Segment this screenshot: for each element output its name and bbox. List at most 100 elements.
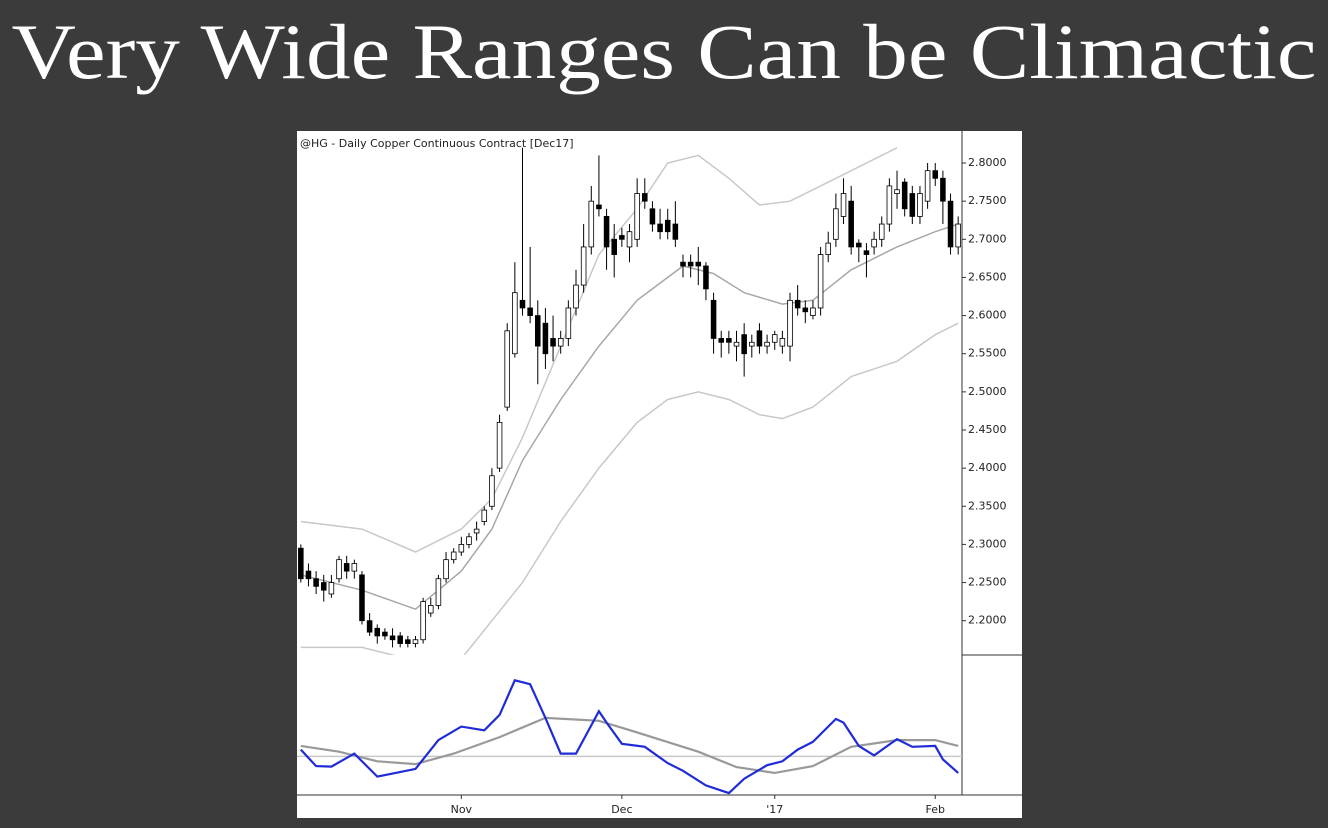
candle-body (932, 170, 939, 179)
candle-body (894, 189, 900, 194)
candle-body (619, 235, 625, 240)
candle-body (305, 570, 312, 580)
candle-body (741, 334, 747, 355)
candle-body (642, 193, 648, 202)
candle-body (519, 299, 526, 309)
candle-body (833, 208, 839, 240)
candle-body (611, 238, 617, 255)
candle-body (435, 578, 442, 606)
slide-title: Very Wide Ranges Can be Climactic (12, 8, 1317, 95)
chart-subtitle: @HG - Daily Copper Continuous Contract [… (300, 137, 574, 150)
y-tick-label: 2.7500 (968, 194, 1007, 207)
candle-body (955, 223, 961, 248)
candle-body (359, 574, 365, 622)
candle-body (802, 307, 809, 313)
y-tick-label: 2.6000 (968, 309, 1007, 322)
candle-body (680, 261, 686, 267)
candle-body (917, 193, 923, 217)
x-tick-label: '17 (766, 803, 783, 816)
y-tick-label: 2.5000 (968, 385, 1007, 398)
candle-body (756, 330, 763, 347)
candle-body (664, 219, 671, 233)
candle-body (504, 330, 510, 408)
candle-body (450, 551, 457, 561)
candle-body (443, 559, 449, 580)
chart-background (297, 131, 1022, 818)
candle-body (489, 475, 495, 507)
candle-body (634, 193, 640, 240)
candle-body (703, 265, 709, 290)
candle-body (389, 635, 396, 641)
candle-body (366, 620, 373, 633)
y-tick-label: 2.2000 (968, 614, 1007, 627)
candle-body (343, 563, 350, 572)
candle-body (909, 193, 916, 217)
candle-body (550, 338, 556, 347)
candle-body (458, 544, 465, 553)
candle-body (481, 509, 488, 522)
candle-body (749, 341, 755, 347)
candle-body (351, 563, 358, 572)
candle-body (794, 299, 801, 309)
y-tick-label: 2.4000 (968, 461, 1007, 474)
candle-body (817, 254, 824, 309)
candle-body (496, 421, 503, 469)
candle-body (764, 341, 770, 347)
candle-body (840, 193, 847, 217)
candle-body (710, 299, 717, 339)
candle-body (596, 204, 602, 210)
candle-body (466, 536, 472, 545)
y-tick-label: 2.6500 (968, 270, 1007, 283)
candle-body (527, 307, 533, 316)
candle-body (787, 299, 793, 347)
indicator-pane (297, 679, 962, 795)
candle-body (947, 200, 954, 248)
candle-body (328, 582, 335, 595)
candle-body (672, 223, 679, 240)
candle-body (542, 322, 549, 355)
candle-body (580, 246, 587, 286)
candle-body (512, 292, 518, 355)
candle-body (687, 261, 694, 267)
candle-body (863, 250, 870, 255)
candle-body (382, 631, 388, 637)
band-line (300, 223, 959, 611)
candle-body (657, 223, 663, 233)
candle-body (695, 261, 702, 267)
candle-body (473, 528, 480, 534)
x-tick-label: Nov (451, 803, 473, 816)
candle-body (557, 338, 564, 347)
candle-body (320, 582, 327, 591)
candle-body (420, 601, 426, 641)
candle-body (626, 231, 633, 248)
candle-body (313, 578, 319, 587)
band-line (300, 147, 898, 553)
x-tick-label: Dec (611, 803, 632, 816)
indicator-line (299, 679, 959, 795)
candle-body (733, 341, 740, 347)
candle-body (298, 547, 304, 580)
y-tick-label: 2.4500 (968, 423, 1007, 436)
candle-body (573, 284, 579, 309)
candle-body (412, 639, 419, 644)
candle-body (848, 200, 854, 248)
price-pane (298, 147, 961, 655)
candle-body (940, 177, 946, 202)
candle-body (649, 208, 656, 225)
y-tick-label: 2.3500 (968, 499, 1007, 512)
candle-body (871, 238, 877, 248)
y-tick-label: 2.5500 (968, 347, 1007, 360)
candle-body (886, 185, 893, 225)
indicator-line (300, 716, 959, 775)
candle-body (779, 338, 786, 347)
candle-body (336, 559, 342, 580)
candle-body (397, 635, 403, 644)
candle-body (810, 307, 816, 316)
candle-body (924, 170, 931, 202)
y-tick-label: 2.2500 (968, 576, 1007, 589)
candle-body (405, 639, 411, 644)
candle-body (718, 338, 724, 343)
candle-body (856, 242, 862, 248)
